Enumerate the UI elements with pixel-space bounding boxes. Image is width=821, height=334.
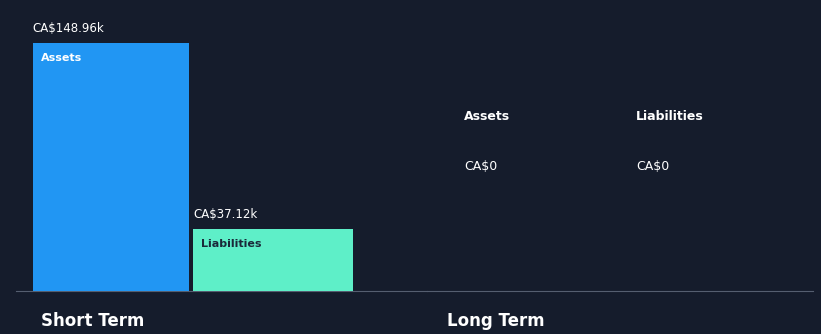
Bar: [33, 43, 189, 291]
Text: Assets: Assets: [464, 111, 510, 123]
Text: Liabilities: Liabilities: [636, 111, 704, 123]
Text: CA$148.96k: CA$148.96k: [33, 22, 104, 35]
Bar: [193, 229, 353, 291]
Text: CA$37.12k: CA$37.12k: [193, 208, 257, 221]
Text: Long Term: Long Term: [447, 312, 545, 330]
Text: CA$0: CA$0: [464, 161, 497, 173]
Text: Assets: Assets: [41, 53, 82, 63]
Text: CA$0: CA$0: [636, 161, 669, 173]
Text: Short Term: Short Term: [41, 312, 144, 330]
Text: Liabilities: Liabilities: [201, 239, 262, 249]
